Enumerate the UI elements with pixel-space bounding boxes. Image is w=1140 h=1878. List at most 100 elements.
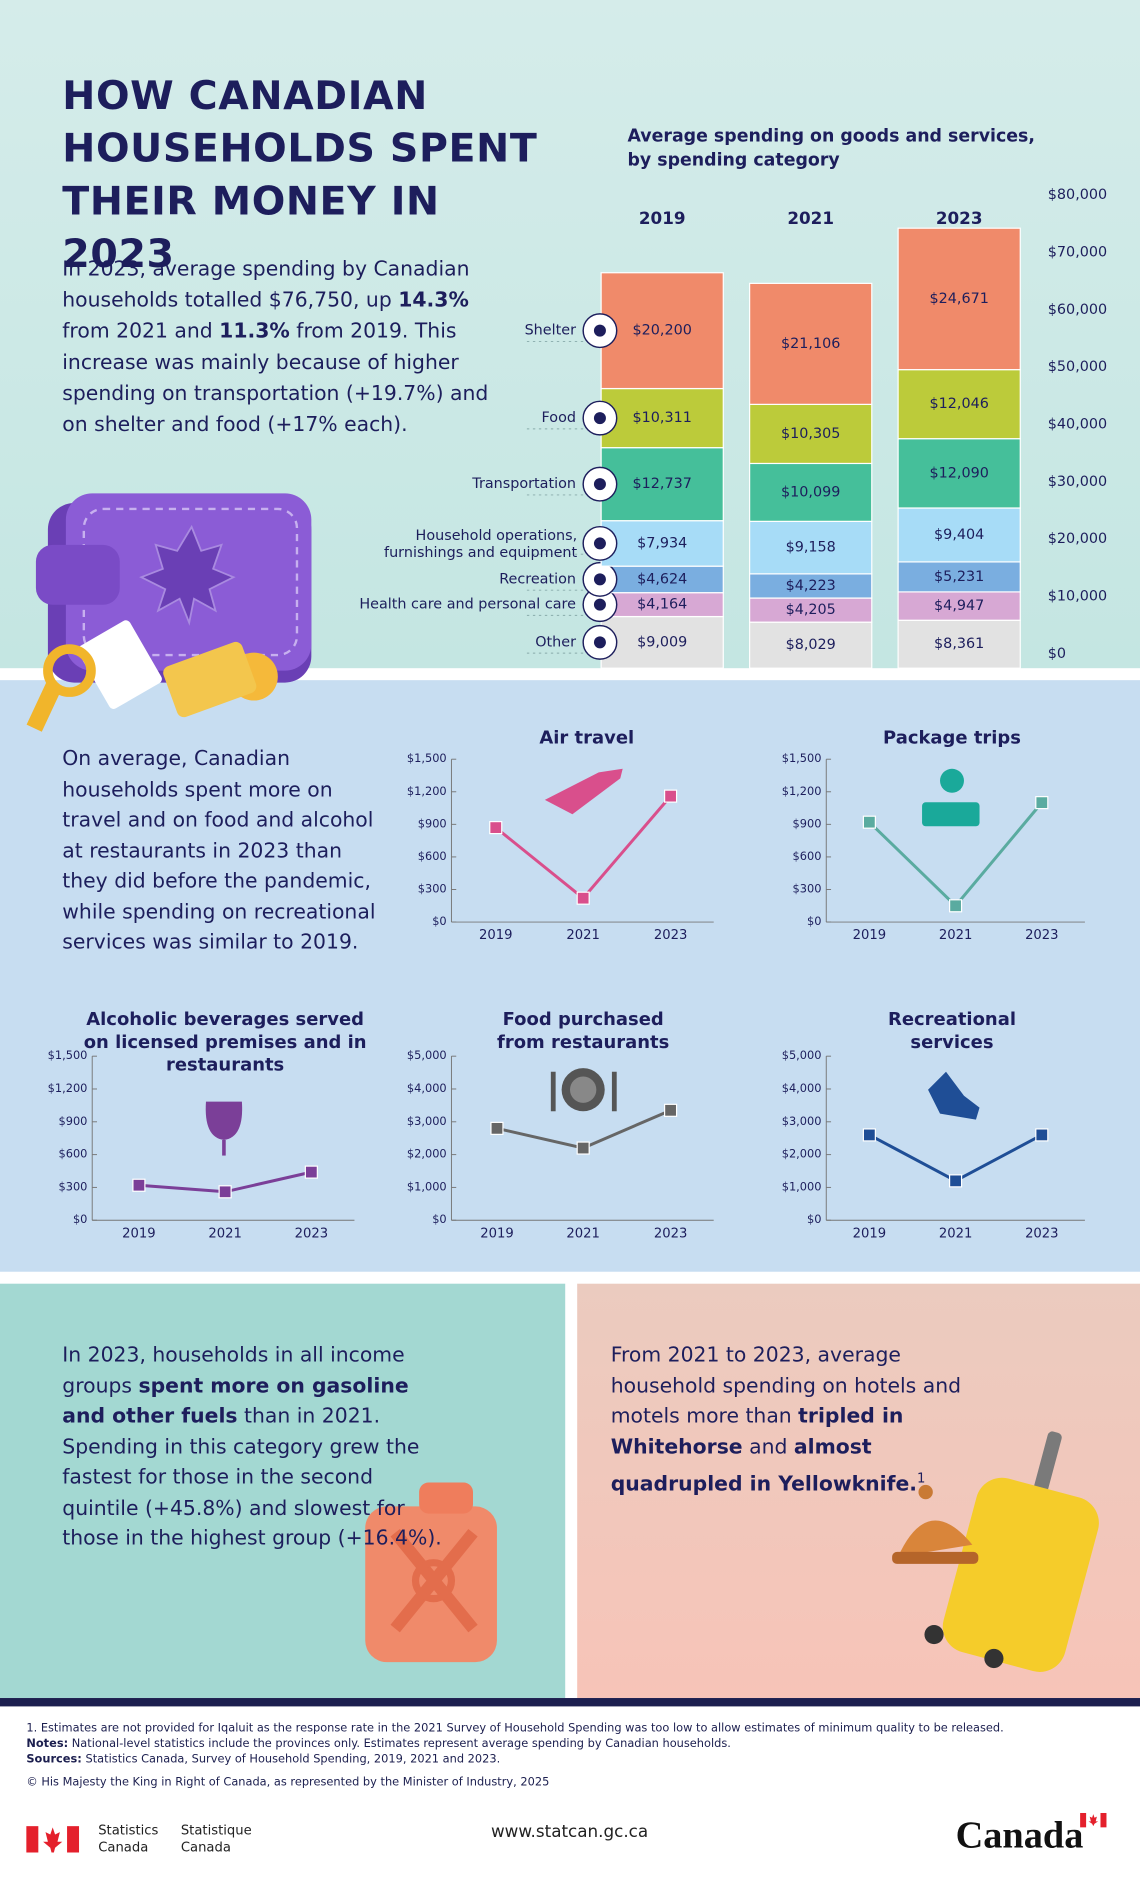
text-segment: tripled in Whitehorse — [610, 1404, 904, 1460]
category-icon-dot — [593, 573, 606, 586]
y-tick-label: $600 — [793, 849, 822, 863]
series-label: Recreation — [499, 571, 576, 587]
website: www.statcan.gc.ca — [490, 1822, 649, 1842]
suitcase-illustration — [892, 1431, 1099, 1672]
chart-title: Recreational services — [888, 1008, 1016, 1053]
text-segment: From 2021 to 2023, average household spe… — [610, 1343, 962, 1429]
value-label: $24,671 — [929, 291, 988, 307]
line-series — [868, 1133, 1043, 1183]
x-tick-label: 2019 — [479, 928, 512, 943]
y-tick-label: $30,000 — [1048, 474, 1107, 490]
bar-segment — [749, 282, 873, 405]
series-label: Shelter — [525, 323, 577, 339]
value-label: $20,200 — [633, 323, 692, 339]
x-tick-label: 2021 — [939, 1226, 972, 1241]
point — [576, 1141, 590, 1155]
y-tick-label: $1,200 — [407, 784, 447, 798]
x-tick-label: 2021 — [208, 1226, 241, 1241]
bar-segment — [600, 447, 724, 522]
y-tick-label: $80,000 — [1048, 187, 1107, 203]
notes-text: National-level statistics include the pr… — [71, 1737, 731, 1751]
canada-wordmark: Canada — [955, 1812, 1084, 1857]
text-segment: spent more on gasoline and other fuels — [62, 1374, 409, 1429]
icon — [940, 768, 964, 793]
footer-logos — [26, 1812, 1107, 1853]
point — [1035, 1128, 1049, 1142]
sources: Sources: Statistics Canada, Survey of Ho… — [26, 1752, 1116, 1768]
value-label: $4,624 — [637, 571, 687, 587]
text-segment: from 2021 and — [62, 319, 220, 344]
divider — [0, 1698, 1140, 1707]
icon — [570, 1076, 597, 1103]
x-tick-label: 2023 — [654, 1226, 687, 1241]
text-segment: 14.3% — [398, 288, 469, 313]
y-tick-label: $0 — [1048, 646, 1066, 662]
y-tick-label: $0 — [807, 1212, 821, 1226]
y-tick-label: $40,000 — [1048, 417, 1107, 433]
footnote: 1. Estimates are not provided for Iqalui… — [26, 1721, 1004, 1736]
x-tick-label: 2019 — [122, 1226, 155, 1241]
y-tick-label: $2,000 — [782, 1147, 822, 1161]
line-series — [494, 795, 672, 901]
category-icon-dot — [593, 537, 606, 550]
category-icon-dot — [593, 636, 606, 649]
y-tick-label: $300 — [793, 881, 822, 895]
y-tick-label: $5,000 — [407, 1048, 447, 1062]
series-label: Other — [535, 634, 576, 650]
icon — [611, 1071, 617, 1112]
point — [862, 1128, 876, 1142]
point — [664, 1103, 678, 1117]
text-segment: In 2023, average spending by Canadian ho… — [62, 257, 470, 313]
x-tick-label: 2023 — [1025, 928, 1058, 943]
value-label: $12,046 — [929, 396, 988, 412]
icon — [550, 1071, 556, 1112]
value-label: $10,311 — [633, 410, 692, 426]
point — [949, 1174, 963, 1188]
copyright: © His Majesty the King in Right of Canad… — [26, 1775, 550, 1790]
y-tick-label: $20,000 — [1048, 531, 1107, 547]
x-tick-label: 2023 — [654, 928, 687, 943]
y-tick-label: $900 — [418, 816, 447, 830]
y-tick-label: $2,000 — [407, 1147, 447, 1161]
icon — [922, 802, 980, 827]
value-label: $9,009 — [637, 634, 687, 650]
wallet-illustration — [26, 493, 312, 732]
x-tick-label: 2019 — [853, 1226, 886, 1241]
text-segment: 11.3% — [219, 319, 290, 344]
bar-segment — [897, 507, 1021, 563]
point — [1035, 796, 1049, 810]
x-tick-label: 2023 — [1025, 1226, 1058, 1241]
value-label: $12,737 — [633, 476, 692, 492]
gas-can-illustration — [365, 1482, 497, 1663]
y-tick-label: $1,500 — [782, 751, 822, 765]
y-tick-label: $600 — [58, 1147, 87, 1161]
travel-paragraph: On average, Canadian households spent mo… — [62, 747, 376, 955]
category-icon-dot — [593, 324, 606, 337]
y-tick-label: $900 — [793, 816, 822, 830]
text-segment: almost quadrupled in Yellowknife. — [610, 1435, 918, 1497]
x-tick-label: 2019 — [480, 1226, 513, 1241]
y-tick-label: $1,200 — [48, 1081, 88, 1095]
point — [490, 1121, 504, 1135]
value-label: $4,223 — [786, 578, 836, 594]
y-tick-label: $0 — [432, 914, 446, 928]
y-tick-label: $4,000 — [782, 1081, 822, 1095]
y-tick-label: $1,200 — [782, 784, 822, 798]
chart-title: Food purchased from restaurants — [497, 1008, 670, 1053]
text-segment: In 2023, households in all income groups — [62, 1343, 405, 1399]
bar-segment — [897, 591, 1021, 621]
bar-segment — [749, 597, 873, 623]
y-tick-label: $0 — [807, 914, 821, 928]
agency-en: Statistics Canada — [98, 1822, 159, 1855]
y-tick-label: $4,000 — [407, 1081, 447, 1095]
sources-text: Statistics Canada, Survey of Household S… — [85, 1753, 501, 1767]
icon — [205, 1101, 243, 1141]
intro-paragraph: In 2023, average spending by Canadian ho… — [62, 254, 493, 441]
value-label: $8,361 — [934, 636, 984, 652]
x-tick-label: 2021 — [566, 1226, 599, 1241]
series-label: Household operations, furnishings and eq… — [384, 526, 578, 561]
value-label: $4,164 — [637, 597, 687, 613]
bar-segment — [600, 565, 724, 594]
